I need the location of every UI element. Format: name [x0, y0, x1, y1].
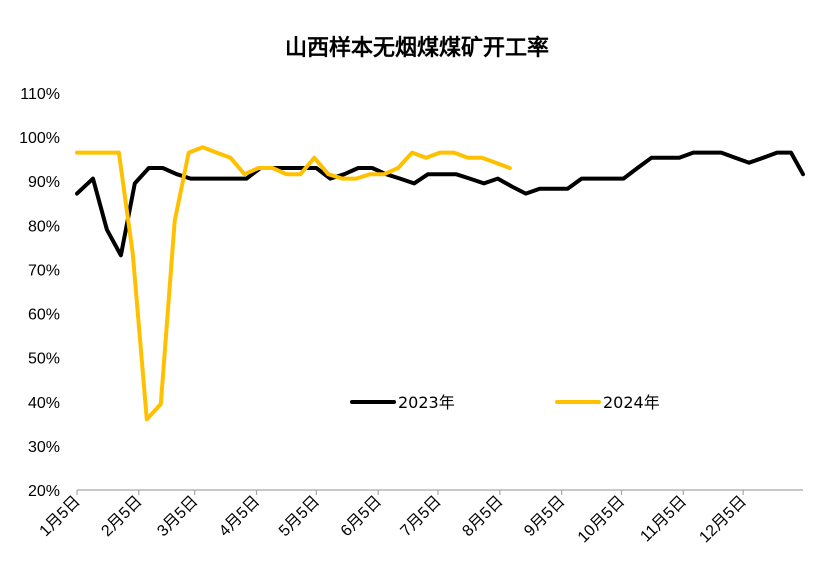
x-tick-label: 6月5日: [338, 493, 385, 540]
y-tick-label: 70%: [28, 262, 60, 279]
x-axis-ticks: 1月5日 2月5日 3月5日 4月5日 5月5日 6月5日 7月5日 8月5日 9月5日 10月5…: [37, 490, 750, 546]
y-tick-label: 80%: [28, 218, 60, 235]
x-tick-label: 5月5日: [276, 493, 323, 540]
y-tick-label: 20%: [28, 483, 60, 500]
series-line-1: [75, 145, 512, 422]
legend-label-2023: 2023年: [398, 393, 455, 412]
x-tick-label: 2月5日: [98, 493, 145, 540]
legend-label-2024: 2024年: [603, 393, 660, 412]
y-tick-label: 50%: [28, 351, 60, 368]
y-tick-label: 40%: [28, 395, 60, 412]
y-tick-label: 100%: [19, 130, 60, 147]
series-line-0: [75, 150, 805, 258]
x-tick-label: 8月5日: [459, 493, 506, 540]
y-tick-label: 60%: [28, 307, 60, 324]
x-tick-label: 7月5日: [398, 493, 445, 540]
series-lines: [75, 145, 805, 422]
x-tick-label: 12月5日: [696, 493, 750, 547]
x-tick-label: 3月5日: [154, 493, 201, 540]
y-tick-label: 110%: [20, 86, 60, 103]
y-axis-ticks: 20% 30% 40% 50% 60% 70% 80% 90% 100% 110%: [19, 86, 60, 500]
x-tick-label: 4月5日: [216, 493, 263, 540]
x-tick-label: 10月5日: [575, 493, 629, 547]
y-tick-label: 90%: [28, 174, 60, 191]
y-tick-label: 30%: [28, 439, 60, 456]
legend: 2023年 2024年: [350, 393, 660, 412]
chart-title: 山西样本无烟煤煤矿开工率: [285, 35, 549, 61]
x-tick-label: 11月5日: [637, 493, 690, 546]
x-tick-label: 9月5日: [521, 493, 568, 540]
